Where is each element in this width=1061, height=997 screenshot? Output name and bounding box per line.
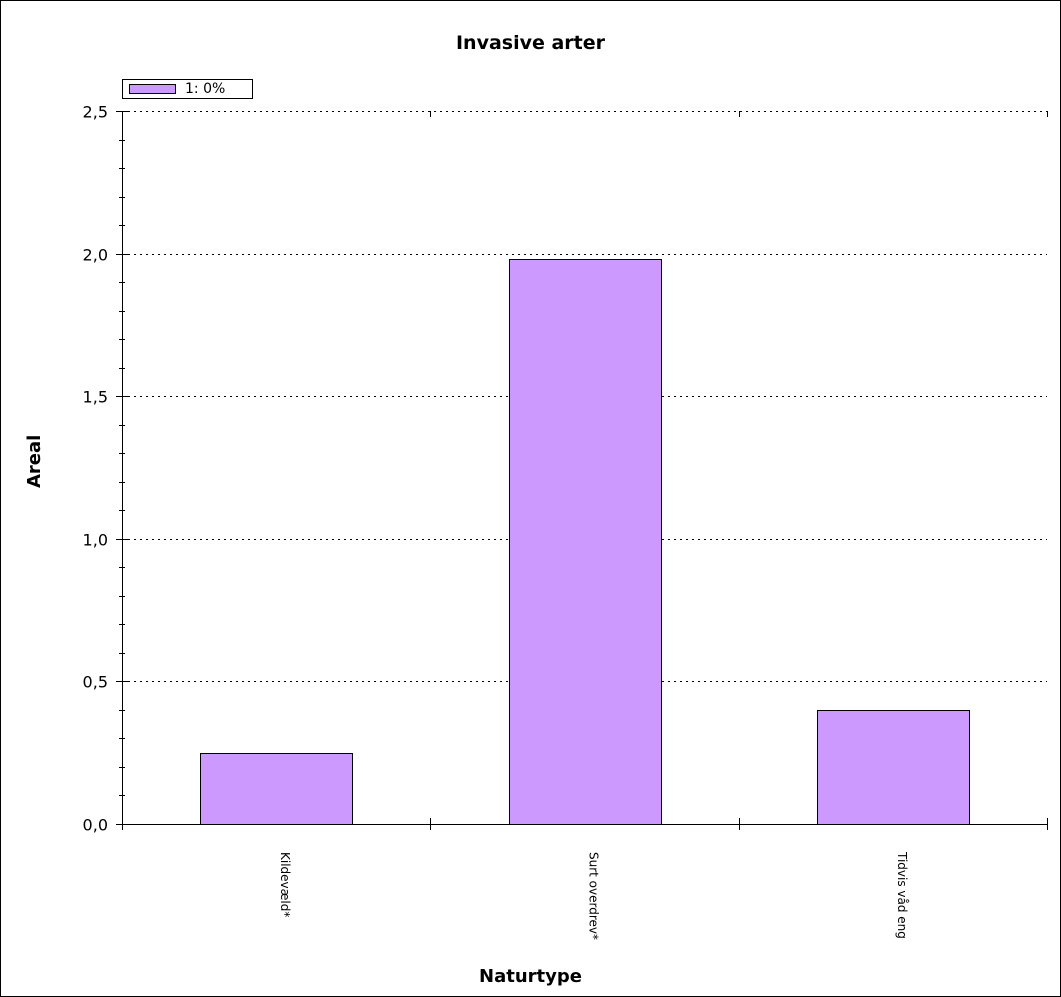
bar [509, 259, 662, 825]
y-tick-label: 1,5 [83, 388, 108, 407]
legend-label: 1: 0% [185, 81, 226, 97]
bar [200, 753, 353, 825]
x-tick-label: Surt overdrev* [587, 852, 601, 940]
legend: 1: 0% [122, 79, 253, 99]
x-tick-label: Kildevæld* [278, 852, 292, 917]
x-tick-label: Tidvis våd eng [895, 851, 909, 939]
chart-title: Invasive arter [455, 32, 606, 54]
y-tick-label: 1,0 [83, 531, 108, 550]
bar [817, 710, 970, 825]
y-tick-label: 2,0 [83, 246, 108, 265]
x-axis-label: Naturtype [479, 966, 582, 987]
y-tick-label: 0,5 [83, 673, 108, 692]
y-tick-label: 0,0 [83, 816, 108, 835]
legend-swatch [129, 84, 176, 94]
y-tick-label: 2,5 [83, 103, 108, 122]
